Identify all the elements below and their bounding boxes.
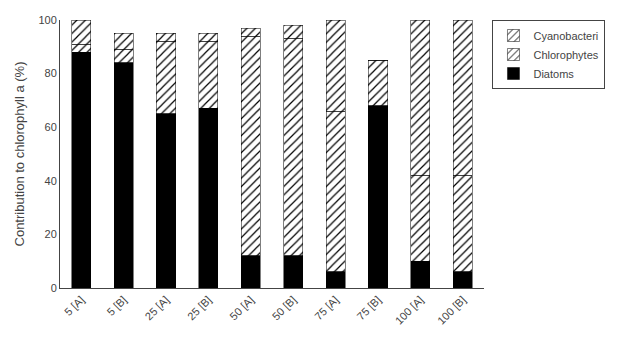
svg-text:Diatoms: Diatoms — [533, 68, 574, 80]
svg-text:5 [B]: 5 [B] — [104, 294, 128, 318]
svg-text:Cyanobacteri: Cyanobacteri — [533, 30, 598, 42]
svg-text:50 [B]: 50 [B] — [270, 294, 299, 323]
svg-text:5 [A]: 5 [A] — [62, 294, 86, 318]
svg-text:0: 0 — [51, 282, 57, 294]
svg-text:60: 60 — [45, 121, 57, 133]
svg-text:40: 40 — [45, 175, 57, 187]
svg-text:75 [A]: 75 [A] — [312, 294, 341, 323]
svg-text:25 [A]: 25 [A] — [142, 294, 171, 323]
svg-text:100: 100 — [38, 14, 56, 26]
svg-text:100 [B]: 100 [B] — [435, 294, 468, 327]
svg-text:80: 80 — [45, 67, 57, 79]
svg-text:75 [B]: 75 [B] — [354, 294, 383, 323]
svg-text:Chlorophytes: Chlorophytes — [533, 49, 598, 61]
svg-text:25 [B]: 25 [B] — [185, 294, 214, 323]
svg-text:Contribution to chlorophyll a: Contribution to chlorophyll a (%) — [12, 62, 27, 247]
svg-text:50 [A]: 50 [A] — [227, 294, 256, 323]
svg-text:100 [A]: 100 [A] — [393, 294, 426, 327]
svg-text:20: 20 — [45, 228, 57, 240]
